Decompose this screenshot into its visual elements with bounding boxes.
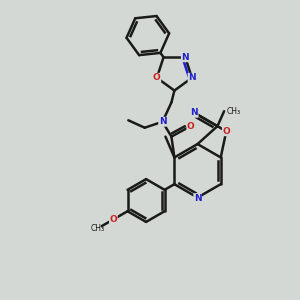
Text: N: N (182, 53, 189, 62)
Text: N: N (194, 194, 201, 203)
Text: N: N (159, 117, 166, 126)
Text: CH₃: CH₃ (91, 224, 105, 233)
Text: O: O (187, 122, 195, 131)
Text: O: O (110, 215, 117, 224)
Text: N: N (188, 73, 196, 82)
Text: O: O (222, 127, 230, 136)
Text: O: O (153, 73, 161, 82)
Text: CH₃: CH₃ (226, 107, 241, 116)
Text: N: N (190, 108, 198, 117)
